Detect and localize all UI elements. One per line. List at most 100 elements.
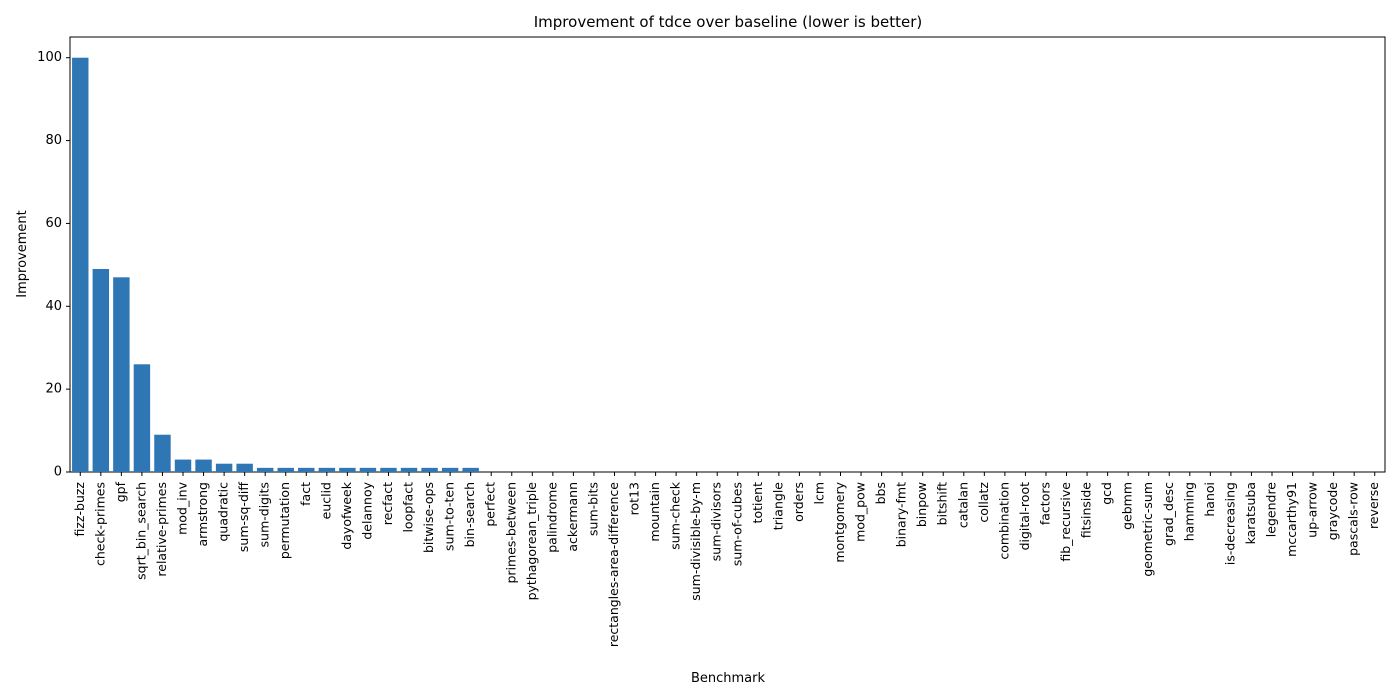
x-tick-label: sum-of-cubes xyxy=(729,482,744,566)
x-tick-label: mod_inv xyxy=(175,481,190,534)
x-tick-label: reverse xyxy=(1366,482,1381,529)
bar-relative-primes xyxy=(154,434,171,472)
x-tick-label: hanoi xyxy=(1202,482,1217,517)
x-tick-label: legendre xyxy=(1263,482,1278,538)
y-tick-label: 80 xyxy=(45,133,62,148)
bar-bitwise-ops xyxy=(421,467,438,472)
y-tick-label: 0 xyxy=(54,465,62,480)
plot-frame xyxy=(69,36,1386,473)
x-tick-label: sum-bits xyxy=(585,482,600,536)
chart-title: Improvement of tdce over baseline (lower… xyxy=(534,13,923,31)
bar-armstrong xyxy=(195,459,212,472)
y-axis-title: Improvement xyxy=(15,210,30,297)
x-tick-label: mod_pow xyxy=(853,482,868,542)
x-tick-label: gpf xyxy=(113,481,128,502)
x-tick-label: bbs xyxy=(873,482,888,504)
x-tick-label: sum-sq-diff xyxy=(236,482,251,552)
y-tick-label: 40 xyxy=(45,299,62,314)
x-tick-label: perfect xyxy=(483,482,498,527)
bar-bin-search xyxy=(462,467,479,472)
bar-check-primes xyxy=(92,269,110,472)
x-tick-label: rectangles-area-difference xyxy=(606,482,621,647)
bar-sum-to-ten xyxy=(441,467,459,472)
x-tick-label: bin-search xyxy=(462,482,477,547)
x-tick-label: pythagorean_triple xyxy=(524,482,539,601)
x-tick-label: catalan xyxy=(955,482,970,528)
bar-quadratic xyxy=(215,463,233,472)
x-tick-label: fizz-buzz xyxy=(72,482,87,537)
x-tick-label: is-decreasing xyxy=(1222,482,1237,565)
x-tick-label: up-arrow xyxy=(1305,482,1320,538)
x-tick-label: graycode xyxy=(1325,482,1340,541)
x-tick-label: gcd xyxy=(1099,482,1114,505)
x-tick-label: relative-primes xyxy=(154,482,169,577)
x-tick-label: mountain xyxy=(647,482,662,542)
bars-layer xyxy=(72,57,479,473)
x-tick-label: factors xyxy=(1037,482,1052,525)
x-tick-label: hamming xyxy=(1181,482,1196,541)
x-tick-label: palindrome xyxy=(544,482,559,553)
x-tick-label: sum-divisible-by-m xyxy=(688,482,703,601)
bar-sqrt_bin_search xyxy=(133,364,151,472)
x-tick-label: binary-fmt xyxy=(894,482,909,547)
x-tick-label: fib_recursive xyxy=(1058,482,1073,562)
y-axis-ticks: 0 20 40 60 80 100 xyxy=(37,50,70,480)
x-axis-title: Benchmark xyxy=(691,671,766,686)
y-tick-label: 20 xyxy=(45,382,62,397)
x-tick-label: karatsuba xyxy=(1243,482,1258,544)
bar-permutation xyxy=(277,467,294,472)
x-tick-label: grad_desc xyxy=(1161,482,1176,546)
bar-sum-digits xyxy=(256,467,274,472)
y-tick-label: 100 xyxy=(37,50,62,65)
x-tick-label: ackermann xyxy=(565,482,580,552)
x-tick-label: gebmm xyxy=(1120,482,1135,530)
x-tick-label: combination xyxy=(996,482,1011,560)
bar-euclid xyxy=(318,467,336,472)
x-tick-label: delannoy xyxy=(359,481,374,539)
x-tick-label: armstrong xyxy=(195,482,210,547)
x-tick-label: bitshift xyxy=(935,482,950,525)
x-tick-label: fact xyxy=(298,482,313,506)
x-tick-label: mccarthy91 xyxy=(1284,482,1299,557)
bar-recfact xyxy=(380,467,397,472)
x-tick-label: loopfact xyxy=(401,482,416,533)
x-tick-label: orders xyxy=(791,482,806,522)
x-tick-label: collatz xyxy=(976,482,991,523)
x-tick-label: sqrt_bin_search xyxy=(133,482,148,580)
x-tick-label: montgomery xyxy=(832,481,847,562)
bar-fact xyxy=(298,467,315,472)
x-tick-label: fitsinside xyxy=(1079,482,1094,539)
bar-fizz-buzz xyxy=(72,57,89,473)
x-tick-label: binpow xyxy=(914,482,929,527)
x-tick-label: totient xyxy=(750,482,765,524)
x-tick-label: primes-between xyxy=(503,482,518,584)
bar-loopfact xyxy=(400,467,418,472)
x-tick-label: dayofweek xyxy=(339,481,354,549)
x-tick-label: sum-divisors xyxy=(709,482,724,561)
x-tick-label: quadratic xyxy=(216,482,231,542)
x-tick-label: bitwise-ops xyxy=(421,482,436,553)
x-tick-label: pascals-row xyxy=(1346,482,1361,556)
bar-sum-sq-diff xyxy=(236,463,253,472)
x-tick-label: sum-to-ten xyxy=(442,482,457,551)
x-tick-label: euclid xyxy=(318,482,333,519)
bar-mod_inv xyxy=(174,459,192,472)
x-axis-ticks: fizz-buzz check-primes gpf sqrt_bin_search r… xyxy=(72,472,1381,647)
x-tick-label: sum-digits xyxy=(257,482,272,547)
x-tick-label: lcm xyxy=(811,482,826,505)
x-tick-label: triangle xyxy=(770,482,785,531)
x-tick-label: geometric-sum xyxy=(1140,482,1155,577)
x-tick-label: check-primes xyxy=(92,482,107,566)
x-tick-label: digital-root xyxy=(1017,482,1032,551)
y-tick-label: 60 xyxy=(45,216,62,231)
bar-delannoy xyxy=(359,467,377,472)
x-tick-label: permutation xyxy=(277,482,292,559)
x-tick-label: rot13 xyxy=(627,482,642,515)
x-tick-label: sum-check xyxy=(668,481,683,549)
bar-dayofweek xyxy=(339,467,356,472)
plot-area xyxy=(69,36,1386,473)
x-tick-label: recfact xyxy=(380,482,395,525)
bar-gpf xyxy=(113,277,130,472)
